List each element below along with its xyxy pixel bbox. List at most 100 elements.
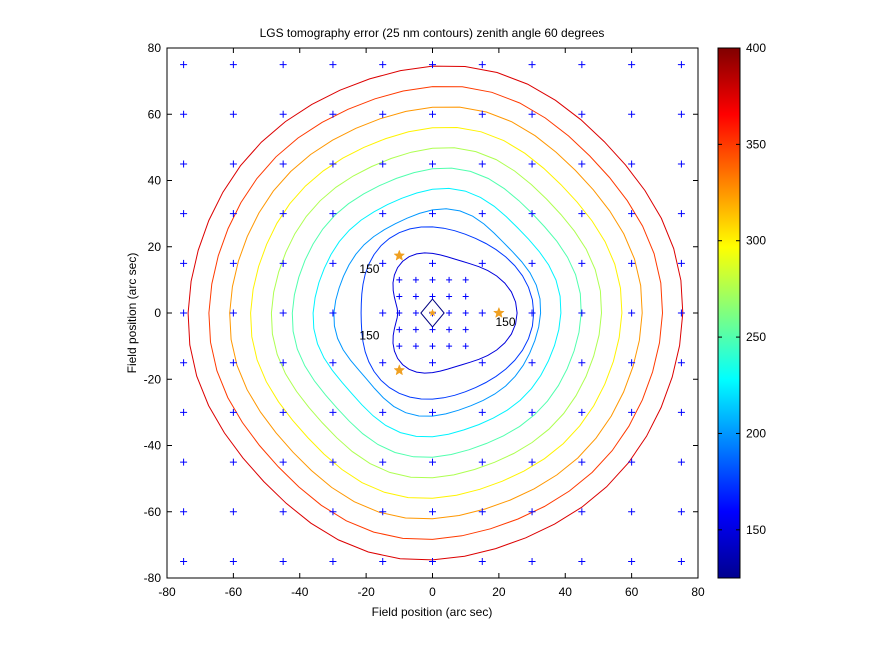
eval-point-marker <box>446 276 453 283</box>
eval-point-marker <box>677 557 685 565</box>
eval-point-marker <box>628 309 636 317</box>
contour-level-250 <box>291 167 582 458</box>
eval-point-marker <box>180 259 188 267</box>
contour-level-350 <box>208 86 664 540</box>
eval-point-marker <box>677 359 685 367</box>
eval-point-marker <box>396 310 403 316</box>
eval-point-marker <box>329 557 337 565</box>
eval-point-marker <box>677 458 685 466</box>
eval-point-marker <box>279 508 287 516</box>
eval-point-marker <box>229 210 237 218</box>
eval-point-marker <box>578 408 586 416</box>
eval-point-marker <box>628 359 636 367</box>
eval-point-marker <box>329 359 337 367</box>
eval-point-marker <box>578 61 586 69</box>
x-tick-label: 0 <box>429 585 436 599</box>
eval-point-marker <box>379 210 387 218</box>
eval-point-marker <box>429 359 436 367</box>
eval-point-marker <box>429 557 436 565</box>
y-tick-label: 20 <box>148 240 162 254</box>
eval-point-marker <box>229 359 237 367</box>
guide-stars <box>393 249 505 376</box>
eval-point-marker <box>528 458 536 466</box>
eval-point-marker <box>180 110 188 118</box>
y-axis-label: Field position (arc sec) <box>125 253 139 374</box>
eval-point-marker <box>279 110 287 118</box>
y-tick-label: 40 <box>148 174 162 188</box>
contour-level-300 <box>250 126 623 499</box>
eval-point-marker <box>379 408 387 416</box>
evaluation-points <box>180 61 685 565</box>
eval-point-marker <box>446 343 453 350</box>
guide-star <box>393 364 406 376</box>
eval-point-marker <box>462 310 469 316</box>
colorbar-tick-label: 150 <box>746 523 766 537</box>
eval-point-marker <box>412 343 419 350</box>
eval-point-marker <box>180 458 188 466</box>
eval-point-marker <box>379 61 387 69</box>
eval-point-marker <box>412 310 419 316</box>
contour-level-375 <box>187 65 684 561</box>
eval-point-marker <box>578 110 586 118</box>
eval-point-marker <box>628 160 636 168</box>
eval-point-marker <box>628 210 636 218</box>
eval-point-marker <box>528 61 536 69</box>
eval-point-marker <box>279 458 287 466</box>
eval-point-marker <box>329 61 337 69</box>
guide-star <box>492 306 505 318</box>
eval-point-marker <box>677 259 685 267</box>
eval-point-marker <box>528 408 536 416</box>
eval-point-marker <box>180 309 188 317</box>
eval-point-marker <box>446 310 453 316</box>
eval-point-marker <box>279 259 287 267</box>
eval-point-marker <box>279 408 287 416</box>
plot-area: 150 150 150 <box>166 47 699 579</box>
eval-point-marker <box>478 557 486 565</box>
eval-point-marker <box>279 61 287 69</box>
eval-point-marker <box>578 210 586 218</box>
eval-point-marker <box>528 359 536 367</box>
y-tick-label: -40 <box>144 439 162 453</box>
eval-point-marker <box>677 110 685 118</box>
eval-point-marker <box>279 210 287 218</box>
contour-level-175 <box>360 226 535 400</box>
eval-point-marker <box>677 309 685 317</box>
x-tick-label: -20 <box>357 585 375 599</box>
eval-point-marker <box>528 259 536 267</box>
colorbar-ticks: 150 200 250 300 350 400 <box>718 41 766 537</box>
contour-level-325 <box>229 106 643 520</box>
eval-point-marker <box>279 359 287 367</box>
colorbar-tick-label: 300 <box>746 234 766 248</box>
eval-point-marker <box>396 343 403 350</box>
colorbar-tick-label: 250 <box>746 330 766 344</box>
y-tick-label: -80 <box>144 571 162 585</box>
eval-point-marker <box>396 276 403 283</box>
eval-point-marker <box>628 61 636 69</box>
eval-point-marker <box>462 276 469 283</box>
eval-point-marker <box>379 458 387 466</box>
eval-point-marker <box>478 359 486 367</box>
eval-point-marker <box>279 160 287 168</box>
eval-point-marker <box>628 458 636 466</box>
contour-label: 150 <box>359 262 379 276</box>
eval-point-marker <box>229 508 237 516</box>
eval-point-marker <box>229 408 237 416</box>
eval-point-marker <box>229 458 237 466</box>
x-tick-label: -80 <box>158 585 176 599</box>
eval-point-marker <box>329 110 337 118</box>
eval-point-marker <box>379 259 387 267</box>
eval-point-marker <box>279 557 287 565</box>
eval-point-marker <box>578 557 586 565</box>
eval-point-marker <box>528 110 536 118</box>
eval-point-marker <box>628 508 636 516</box>
eval-point-marker <box>429 508 436 516</box>
y-tick-label: 80 <box>148 41 162 55</box>
eval-point-marker <box>412 326 419 333</box>
colorbar-gradient <box>717 47 741 579</box>
contour-labels: 150 150 150 <box>359 262 515 342</box>
eval-point-marker <box>180 359 188 367</box>
eval-point-marker <box>396 326 403 333</box>
eval-point-marker <box>478 508 486 516</box>
eval-point-marker <box>180 210 188 218</box>
x-tick-label: 40 <box>559 585 573 599</box>
